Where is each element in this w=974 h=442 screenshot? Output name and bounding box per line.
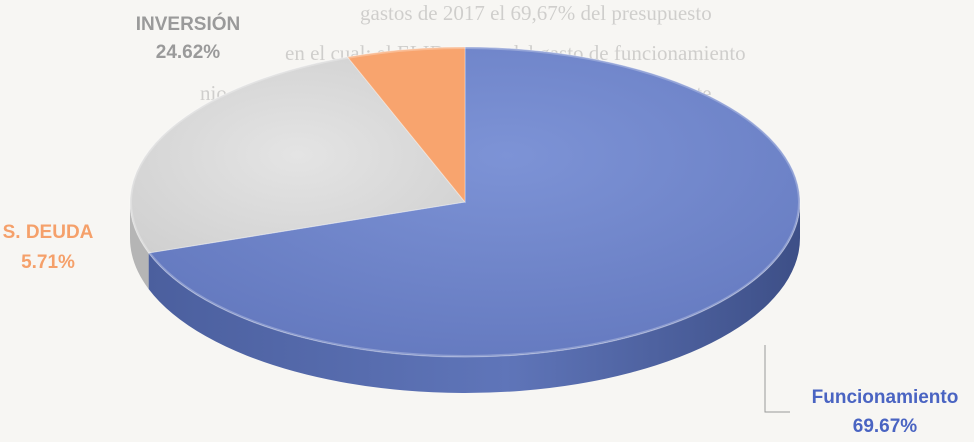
pie-slice-s-deuda	[346, 46, 466, 204]
background-text-line: gastos de 2017 el 69,67% del presupuesto	[360, 1, 712, 25]
leader-line-funcionamiento	[764, 345, 790, 413]
pie-slice-side	[130, 202, 149, 289]
slice-label-inversi-n: INVERSIÓN	[136, 13, 241, 35]
slice-labels: Funcionamiento 69.67% INVERSIÓN 24.62% S. DE…	[3, 13, 959, 437]
pie-slice-funcionamiento	[147, 46, 801, 358]
leader-lines	[764, 345, 790, 413]
slice-value-inversi-n: 24.62%	[156, 42, 221, 63]
pie-slice-inversi-n	[129, 56, 466, 254]
slice-label-funcionamiento: Funcionamiento	[812, 387, 959, 408]
slice-label-s-deuda: S. DEUDA	[3, 222, 94, 243]
slice-value-funcionamiento: 69.67%	[853, 416, 918, 437]
slice-value-s-deuda: 5.71%	[21, 252, 75, 273]
pie-slices	[129, 46, 801, 393]
pie-rim-highlight	[130, 47, 800, 357]
pie-slice-side	[148, 202, 801, 393]
